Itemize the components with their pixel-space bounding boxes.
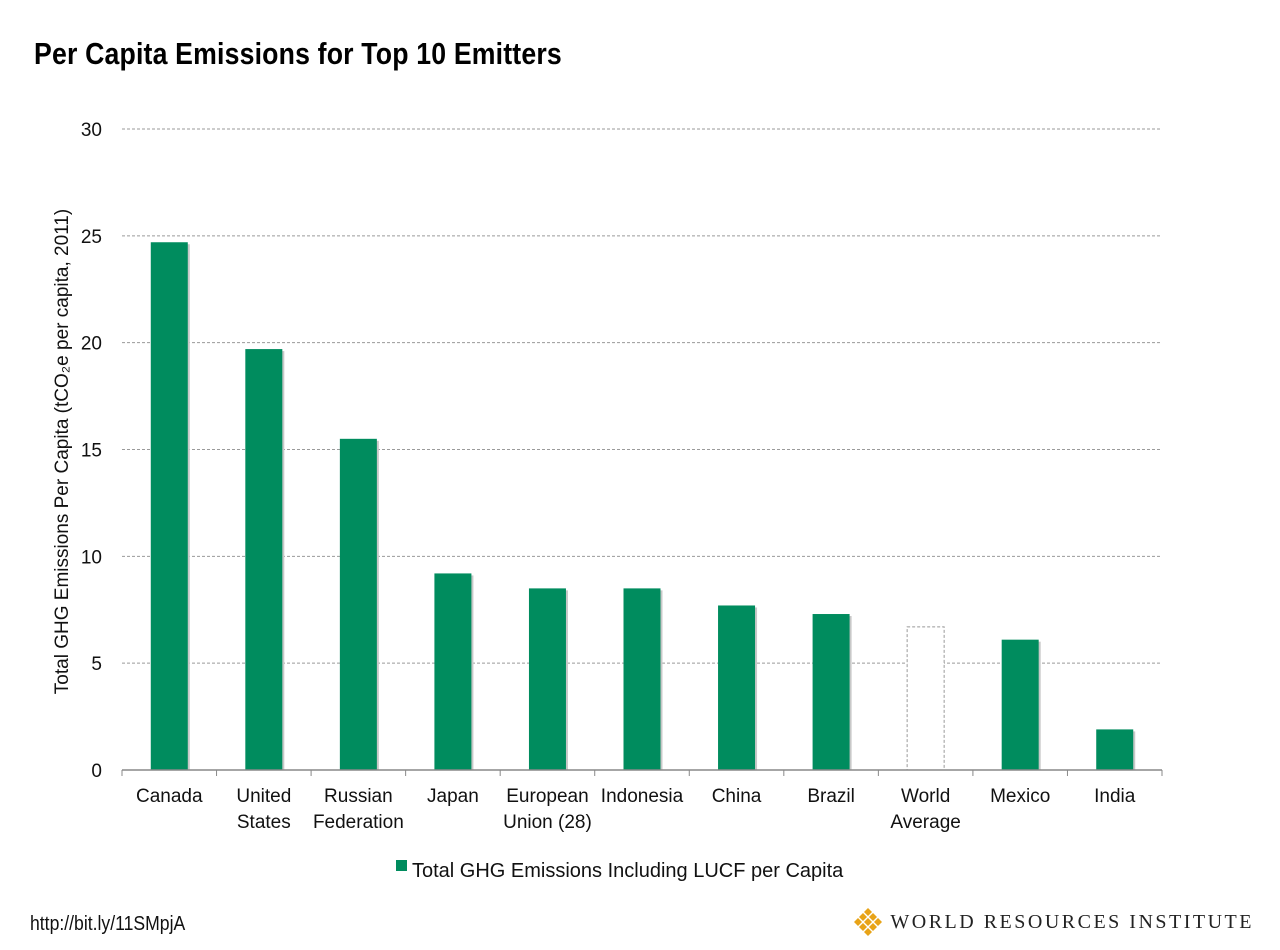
category-label: European Union (28) (503, 786, 592, 833)
category-label: Mexico (990, 786, 1050, 807)
y-tick-label: 30 (81, 120, 102, 141)
bar (906, 626, 945, 771)
chart-title: Per Capita Emissions for Top 10 Emitters (34, 36, 562, 71)
y-tick-label: 10 (81, 547, 102, 568)
bar (1001, 639, 1039, 770)
legend-swatch (396, 860, 407, 871)
bar (812, 614, 850, 770)
bar (528, 588, 566, 770)
wri-logo: WORLD RESOURCES INSTITUTE (854, 908, 1254, 936)
bar (434, 573, 472, 770)
legend: Total GHG Emissions Including LUCF per C… (396, 860, 844, 882)
category-label: Brazil (807, 786, 855, 807)
y-tick-label: 0 (91, 761, 102, 782)
category-label: Japan (427, 786, 479, 807)
bars (150, 242, 1136, 771)
source-link[interactable]: http://bit.ly/11SMpjA (30, 913, 186, 935)
y-tick-labels: 0 5 10 15 20 25 30 (81, 120, 102, 782)
y-axis-label: Total GHG Emissions Per Capita (tCO₂e pe… (52, 209, 73, 694)
y-tick-label: 5 (91, 654, 102, 675)
category-label: United States (236, 786, 291, 833)
bar (150, 242, 188, 770)
y-tick-label: 20 (81, 334, 102, 355)
bar (245, 349, 283, 770)
category-label: World Average (890, 786, 960, 833)
category-label: China (712, 786, 762, 807)
bar (623, 588, 661, 770)
logo-text: WORLD RESOURCES INSTITUTE (890, 910, 1254, 933)
category-label: Russian Federation (313, 786, 404, 833)
category-labels: Canada United States Russian Federation Japan… (136, 786, 1136, 833)
category-label: India (1094, 786, 1136, 807)
y-tick-label: 25 (81, 227, 102, 248)
bar (1096, 729, 1134, 770)
bar (718, 605, 756, 770)
category-label: Indonesia (601, 786, 684, 807)
category-label: Canada (136, 786, 203, 807)
legend-label: Total GHG Emissions Including LUCF per C… (412, 860, 844, 882)
wri-emblem-icon (854, 908, 883, 936)
bar (339, 438, 377, 770)
x-axis (121, 769, 1163, 776)
y-tick-label: 15 (81, 441, 102, 462)
